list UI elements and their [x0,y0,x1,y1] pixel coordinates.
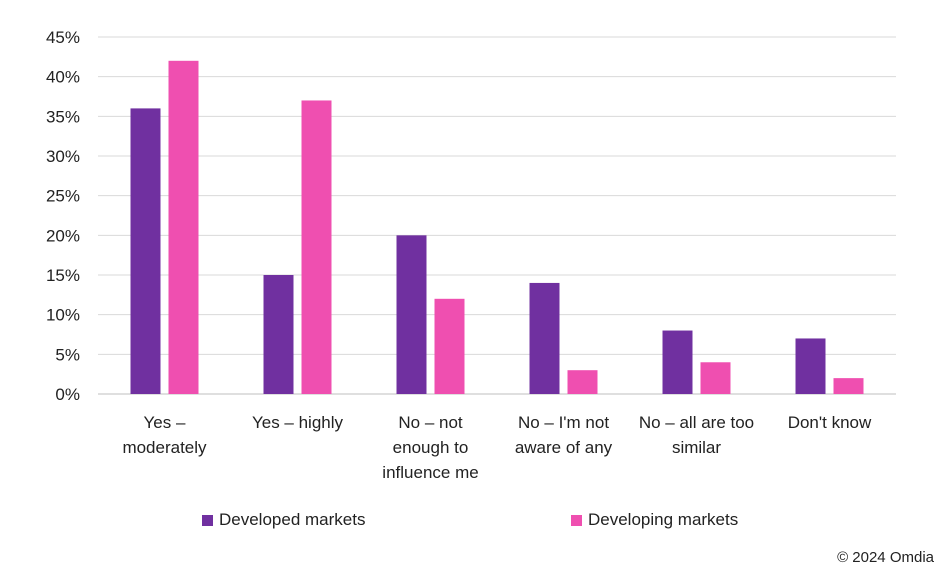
bar-developed [529,282,560,394]
legend-label-developing: Developing markets [588,510,739,529]
y-tick-label: 5% [55,345,80,364]
x-tick-label: Don't know [788,413,872,432]
x-tick-label-line: aware of any [515,438,613,457]
x-tick-label: No – I'm not aware of any [515,413,613,457]
y-tick-label: 35% [46,107,80,126]
x-tick-label-line: similar [672,438,721,457]
y-tick-label: 20% [46,226,80,245]
bar-chart: 0% 5% 10% 15% 20% 25% 30% 35% 40% 45% Yes – modera… [46,28,896,482]
bar-developed [662,330,693,394]
y-tick-label: 0% [55,385,80,404]
legend-item-developed: Developed markets [202,510,365,530]
legend-label-developed: Developed markets [219,510,366,529]
y-tick-label: 10% [46,306,80,325]
x-tick-label: Yes – highly [252,413,344,432]
y-tick-label: 40% [46,68,80,87]
bar-developing [168,60,199,395]
bar-developed [795,338,826,394]
y-tick-label: 25% [46,187,80,206]
gridlines [98,36,896,395]
y-tick-label: 30% [46,147,80,166]
x-axis-labels: Yes – moderately Yes – highly No – not enoug… [122,413,872,482]
bar-developing [434,298,465,394]
legend: Developed markets Developing markets [0,510,940,534]
y-tick-label: 45% [46,28,80,47]
x-tick-label-line: No – I'm not [518,413,609,432]
x-tick-label: Yes – moderately [122,413,207,457]
bar-developing [700,362,731,394]
x-tick-label: No – all are too similar [639,413,754,457]
legend-swatch-developing [571,514,582,526]
bar-developing [301,100,332,394]
legend-item-developing: Developing markets [571,510,738,530]
bar-developed [263,275,294,394]
x-tick-label-line: Yes – [144,413,186,432]
bar-developed [396,235,427,394]
legend-swatch-developed [202,514,213,526]
x-tick-label-line: No – all are too [639,413,754,432]
x-tick-label-line: influence me [382,463,478,482]
x-tick-label-line: Don't know [788,413,872,432]
x-tick-label: No – not enough to influence me [382,413,478,482]
bar-developing [833,378,864,394]
y-axis-ticks: 0% 5% 10% 15% 20% 25% 30% 35% 40% 45% [46,28,80,404]
y-tick-label: 15% [46,266,80,285]
bar-developing [567,370,598,394]
bar-developed [130,108,161,395]
copyright-notice: © 2024 Omdia [837,549,934,566]
x-tick-label-line: enough to [393,438,469,457]
x-tick-label-line: moderately [122,438,207,457]
bars [130,60,864,395]
x-tick-label-line: Yes – highly [252,413,344,432]
x-tick-label-line: No – not [398,413,463,432]
